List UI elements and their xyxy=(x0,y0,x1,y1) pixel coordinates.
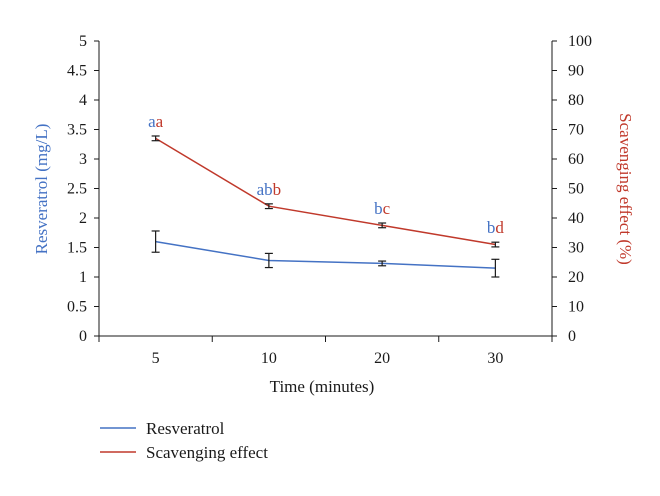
significance-letter-resveratrol: b xyxy=(374,199,383,218)
right-y-axis-title: Scavenging effect (%) xyxy=(616,113,635,265)
left-y-tick-label: 2 xyxy=(79,210,87,227)
right-y-tick-label: 10 xyxy=(568,299,584,316)
left-y-tick-label: 3 xyxy=(79,151,87,168)
left-y-tick-label: 1 xyxy=(79,269,87,286)
significance-letter-scavenging: a xyxy=(156,112,164,131)
left-y-tick-label: 0.5 xyxy=(67,299,87,316)
left-y-tick-label: 4 xyxy=(79,92,87,109)
significance-letter-resveratrol: b xyxy=(487,218,496,237)
legend-label-scavenging: Scavenging effect xyxy=(146,443,268,462)
significance-letter-scavenging: b xyxy=(273,180,282,199)
legend: Resveratrol Scavenging effect xyxy=(100,419,268,462)
right-y-tick-label: 50 xyxy=(568,181,584,198)
right-y-tick-label: 80 xyxy=(568,92,584,109)
left-y-tick-label: 1.5 xyxy=(67,240,87,257)
right-y-tick-label: 20 xyxy=(568,269,584,286)
x-tick-label: 30 xyxy=(487,350,503,367)
significance-label: aa xyxy=(148,112,164,131)
significance-label: bd xyxy=(487,218,505,237)
right-y-tick-label: 30 xyxy=(568,240,584,257)
right-y-tick-label: 0 xyxy=(568,328,576,345)
series-line-scavenging xyxy=(155,137,496,246)
plot-area: 00.511.522.533.544.550102030405060708090… xyxy=(67,33,592,367)
significance-letter-scavenging: c xyxy=(383,199,391,218)
left-y-tick-label: 2.5 xyxy=(67,181,87,198)
significance-label: abb xyxy=(257,180,282,199)
right-y-tick-label: 90 xyxy=(568,63,584,80)
left-y-tick-label: 4.5 xyxy=(67,63,87,80)
right-y-tick-label: 60 xyxy=(568,151,584,168)
significance-letter-resveratrol: a xyxy=(148,112,156,131)
left-y-tick-label: 0 xyxy=(79,328,87,345)
x-axis-title: Time (minutes) xyxy=(270,377,375,396)
right-y-tick-label: 100 xyxy=(568,33,592,50)
legend-label-resveratrol: Resveratrol xyxy=(146,419,225,438)
right-y-tick-label: 40 xyxy=(568,210,584,227)
left-y-tick-label: 3.5 xyxy=(67,122,87,139)
series-line-resveratrol xyxy=(155,240,496,269)
significance-letter-scavenging: d xyxy=(495,218,504,237)
x-tick-label: 20 xyxy=(374,350,390,367)
left-y-tick-label: 5 xyxy=(79,33,87,50)
significance-label: bc xyxy=(374,199,391,218)
left-y-axis-title: Resveratrol (mg/L) xyxy=(32,124,51,255)
x-tick-label: 5 xyxy=(152,350,160,367)
x-tick-label: 10 xyxy=(261,350,277,367)
significance-letter-resveratrol: ab xyxy=(257,180,273,199)
right-y-tick-label: 70 xyxy=(568,122,584,139)
